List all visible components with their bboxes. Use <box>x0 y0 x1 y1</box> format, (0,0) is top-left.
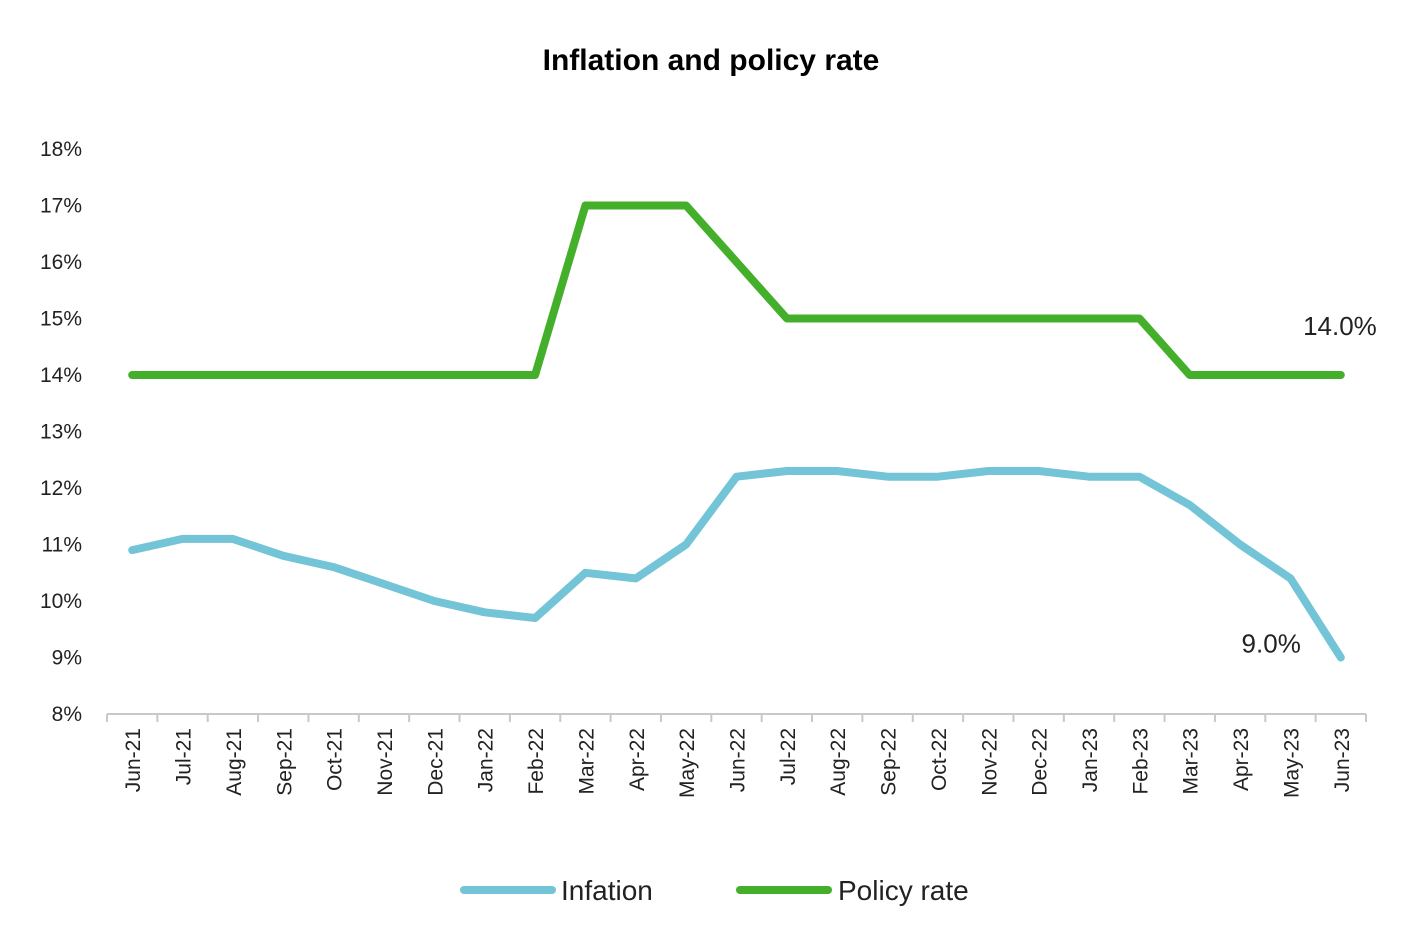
end-label-infation: 9.0% <box>1242 629 1301 659</box>
x-tick-label: Aug-22 <box>827 728 850 796</box>
x-tick-label: May-22 <box>676 728 699 798</box>
y-tick-label: 10% <box>40 590 82 613</box>
x-tick-label: Jun-22 <box>727 728 750 792</box>
x-tick-label: Sep-21 <box>273 728 296 796</box>
x-tick-label: May-23 <box>1280 728 1303 798</box>
x-tick-label: Dec-22 <box>1029 728 1052 796</box>
y-tick-label: 18% <box>40 138 82 161</box>
x-tick-label: Jun-21 <box>122 728 145 792</box>
x-tick-label: Mar-23 <box>1180 728 1203 795</box>
x-tick-label: Jan-22 <box>475 728 498 792</box>
x-tick-label: Feb-22 <box>525 728 548 795</box>
x-tick-label: Apr-22 <box>626 728 649 791</box>
x-tick-label: Jul-21 <box>173 728 196 785</box>
x-tick-label: Feb-23 <box>1129 728 1152 795</box>
y-axis: 8% 9% 10% 11% 12% 13% 14% 15% 16% 17% 18% <box>40 138 82 726</box>
x-tick-label: Jan-23 <box>1079 728 1102 792</box>
x-tick-label: Jul-22 <box>777 728 800 785</box>
end-labels: 9.0% 14.0% <box>1242 311 1377 659</box>
end-label-policy-rate: 14.0% <box>1303 311 1377 341</box>
x-tick-label: Oct-22 <box>928 728 951 791</box>
chart-title: Inflation and policy rate <box>543 44 880 77</box>
x-tick-label: Dec-21 <box>424 728 447 796</box>
x-tick-label: Aug-21 <box>223 728 246 796</box>
y-tick-label: 13% <box>40 421 82 444</box>
legend-label-infation: Infation <box>561 875 653 906</box>
x-tick-label: Mar-22 <box>575 728 598 795</box>
y-tick-label: 9% <box>52 647 82 670</box>
y-tick-label: 8% <box>52 703 82 726</box>
series-layer <box>128 201 1345 662</box>
x-tick-label: Oct-21 <box>324 728 347 791</box>
series-line-policy-rate <box>128 201 1345 379</box>
y-tick-label: 15% <box>40 308 82 331</box>
x-tick-label: Nov-21 <box>374 728 397 796</box>
legend: Infation Policy rate <box>460 875 969 906</box>
legend-label-policy-rate: Policy rate <box>838 875 969 906</box>
y-tick-label: 16% <box>40 251 82 274</box>
y-tick-label: 14% <box>40 364 82 387</box>
y-tick-label: 17% <box>40 195 82 218</box>
x-tick-label: Nov-22 <box>978 728 1001 796</box>
y-tick-label: 11% <box>42 534 82 557</box>
x-tick-label: Jun-23 <box>1331 728 1354 792</box>
x-tick-label: Sep-22 <box>878 728 901 796</box>
x-tick-label: Apr-23 <box>1230 728 1253 791</box>
x-axis: Jun-21 Jul-21 Aug-21 Sep-21 Oct-21 Nov-21 Dec-… <box>106 713 1367 798</box>
series-line-infation <box>128 467 1345 662</box>
y-tick-label: 12% <box>40 477 82 500</box>
